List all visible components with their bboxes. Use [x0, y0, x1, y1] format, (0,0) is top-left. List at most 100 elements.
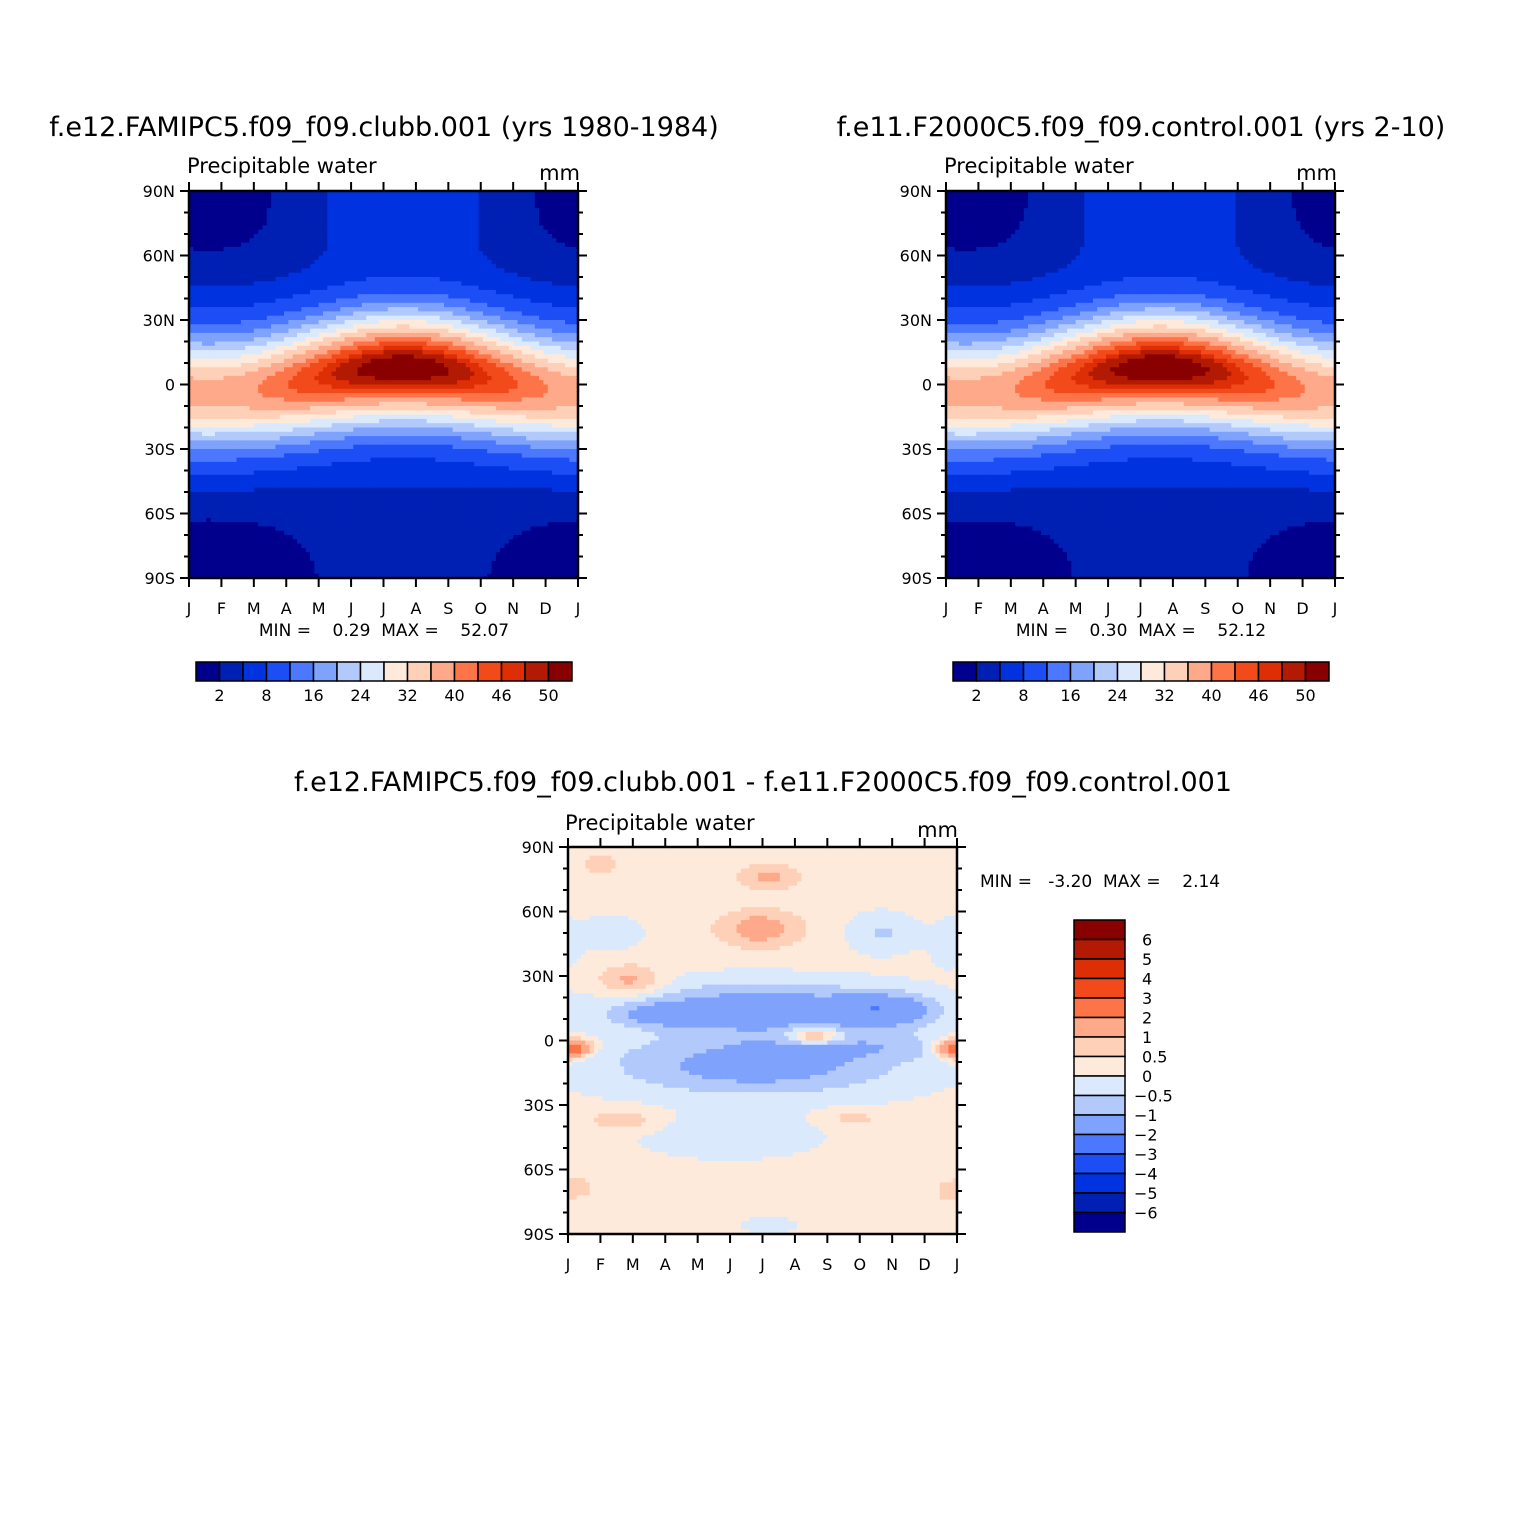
field-cell	[267, 286, 272, 291]
field-cell	[297, 225, 302, 230]
field-cell	[301, 221, 306, 226]
field-cell	[513, 406, 518, 411]
field-cell	[340, 264, 345, 269]
field-cell	[379, 247, 384, 252]
field-cell	[427, 264, 432, 269]
field-cell	[513, 423, 518, 428]
field-cell	[358, 397, 363, 402]
field-cell	[267, 256, 272, 261]
field-cell	[275, 350, 280, 355]
field-cell	[569, 367, 574, 372]
field-cell	[461, 342, 466, 347]
field-cell	[444, 230, 449, 235]
field-cell	[422, 251, 427, 256]
field-cell	[267, 307, 272, 312]
field-cell	[358, 423, 363, 428]
field-cell	[301, 393, 306, 398]
field-cell	[526, 419, 531, 424]
field-cell	[561, 346, 566, 351]
field-cell	[280, 299, 285, 304]
field-cell	[435, 268, 440, 273]
field-cell	[414, 204, 419, 209]
field-cell	[561, 213, 566, 218]
field-cell	[461, 316, 466, 321]
field-cell	[258, 320, 263, 325]
field-cell	[379, 389, 384, 394]
field-cell	[340, 350, 345, 355]
field-cell	[228, 372, 233, 377]
field-cell	[262, 225, 267, 230]
field-cell	[271, 350, 276, 355]
field-cell	[466, 389, 471, 394]
field-cell	[552, 221, 557, 226]
field-cell	[513, 316, 518, 321]
field-cell	[401, 256, 406, 261]
field-cell	[275, 251, 280, 256]
field-cell	[517, 303, 522, 308]
field-cell	[250, 320, 255, 325]
field-cell	[375, 380, 380, 385]
field-cell	[219, 200, 224, 205]
field-cell	[327, 307, 332, 312]
field-cell	[237, 359, 242, 364]
field-cell	[353, 397, 358, 402]
field-cell	[466, 423, 471, 428]
field-cell	[431, 213, 436, 218]
field-cell	[535, 221, 540, 226]
field-cell	[392, 385, 397, 390]
field-cell	[457, 385, 462, 390]
field-cell	[310, 200, 315, 205]
field-cell	[366, 195, 371, 200]
field-cell	[275, 281, 280, 286]
field-cell	[466, 350, 471, 355]
field-cell	[409, 230, 414, 235]
field-cell	[284, 208, 289, 213]
field-cell	[206, 410, 211, 415]
field-cell	[288, 225, 293, 230]
field-cell	[487, 324, 492, 329]
field-cell	[418, 264, 423, 269]
field-cell	[556, 376, 561, 381]
field-cell	[427, 406, 432, 411]
field-cell	[440, 406, 445, 411]
field-cell	[517, 307, 522, 312]
field-cell	[522, 290, 527, 295]
field-cell	[526, 268, 531, 273]
field-cell	[392, 342, 397, 347]
field-cell	[332, 286, 337, 291]
field-cell	[409, 385, 414, 390]
field-cell	[548, 342, 553, 347]
field-cell	[483, 376, 488, 381]
field-cell	[375, 372, 380, 377]
field-cell	[530, 195, 535, 200]
field-cell	[371, 208, 376, 213]
field-cell	[401, 363, 406, 368]
field-cell	[396, 221, 401, 226]
field-cell	[267, 195, 272, 200]
field-cell	[405, 234, 410, 239]
field-cell	[371, 402, 376, 407]
field-cell	[539, 342, 544, 347]
field-cell	[275, 243, 280, 248]
field-cell	[384, 367, 389, 372]
field-cell	[288, 290, 293, 295]
field-cell	[548, 423, 553, 428]
field-cell	[319, 238, 324, 243]
field-cell	[232, 346, 237, 351]
field-cell	[539, 217, 544, 222]
field-cell	[474, 402, 479, 407]
field-cell	[340, 385, 345, 390]
field-cell	[310, 402, 315, 407]
field-cell	[384, 204, 389, 209]
field-cell	[224, 324, 229, 329]
field-cell	[526, 324, 531, 329]
field-cell	[487, 238, 492, 243]
field-cell	[474, 359, 479, 364]
field-cell	[466, 221, 471, 226]
field-cell	[254, 290, 259, 295]
field-cell	[392, 324, 397, 329]
field-cell	[539, 354, 544, 359]
field-cell	[215, 376, 220, 381]
field-cell	[271, 208, 276, 213]
field-cell	[401, 277, 406, 282]
